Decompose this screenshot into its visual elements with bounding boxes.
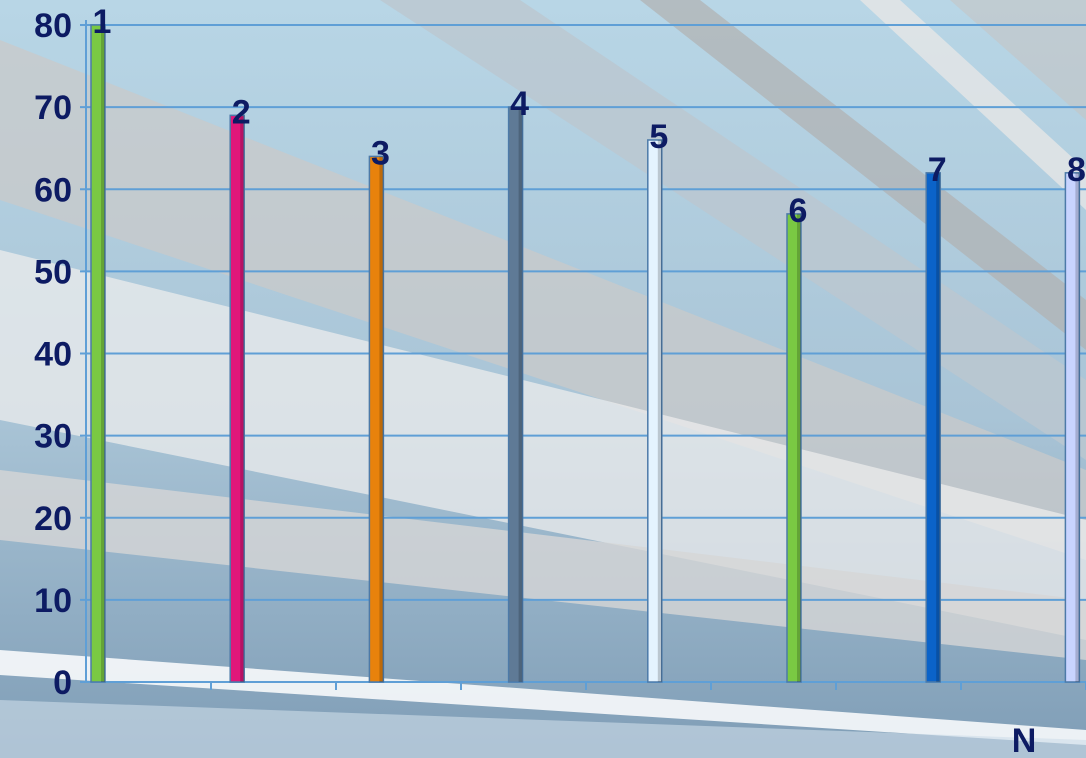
data-label-6: 6 (789, 192, 808, 230)
bar-shade-8 (1075, 172, 1080, 682)
y-tick-label: 70 (34, 89, 72, 127)
bar-shade-6 (797, 213, 801, 682)
data-label-1: 1 (93, 3, 112, 41)
data-label-7: 7 (928, 151, 947, 189)
bar-8 (1064, 172, 1081, 683)
bar-shade-4 (518, 107, 523, 682)
y-tick-label: 20 (34, 500, 72, 538)
bar-shade-1 (101, 25, 105, 682)
bar-6 (786, 213, 802, 683)
bar-shade-3 (379, 156, 384, 682)
bar-4 (507, 106, 524, 683)
axes (80, 20, 1086, 690)
data-label-5: 5 (649, 118, 668, 156)
y-tick-label: 80 (34, 7, 72, 45)
bar-shade-7 (936, 172, 941, 682)
data-label-3: 3 (371, 134, 390, 172)
data-label-4: 4 (510, 85, 529, 123)
bars (90, 24, 1081, 683)
y-tick-label: 60 (34, 171, 72, 209)
bar-shade-5 (657, 139, 662, 683)
bar-shade-2 (240, 115, 245, 682)
y-tick-label: 30 (34, 418, 72, 456)
data-label-2: 2 (232, 93, 251, 131)
data-label-8: 8 (1067, 151, 1086, 189)
bar-1 (90, 24, 106, 683)
bar-5 (647, 139, 663, 683)
bar-7 (925, 172, 941, 683)
x-axis-title: N (1012, 722, 1037, 758)
bar-3 (368, 155, 385, 683)
labels: 0 10 20 30 40 50 60 70 80 1 2 3 4 5 6 7 8 N (34, 3, 1086, 758)
grid-lines (86, 24, 1086, 601)
y-tick-label: 0 (53, 664, 72, 702)
bar-2 (229, 114, 245, 683)
y-tick-label: 50 (34, 253, 72, 291)
y-tick-label: 40 (34, 336, 72, 374)
y-tick-label: 10 (34, 582, 72, 620)
